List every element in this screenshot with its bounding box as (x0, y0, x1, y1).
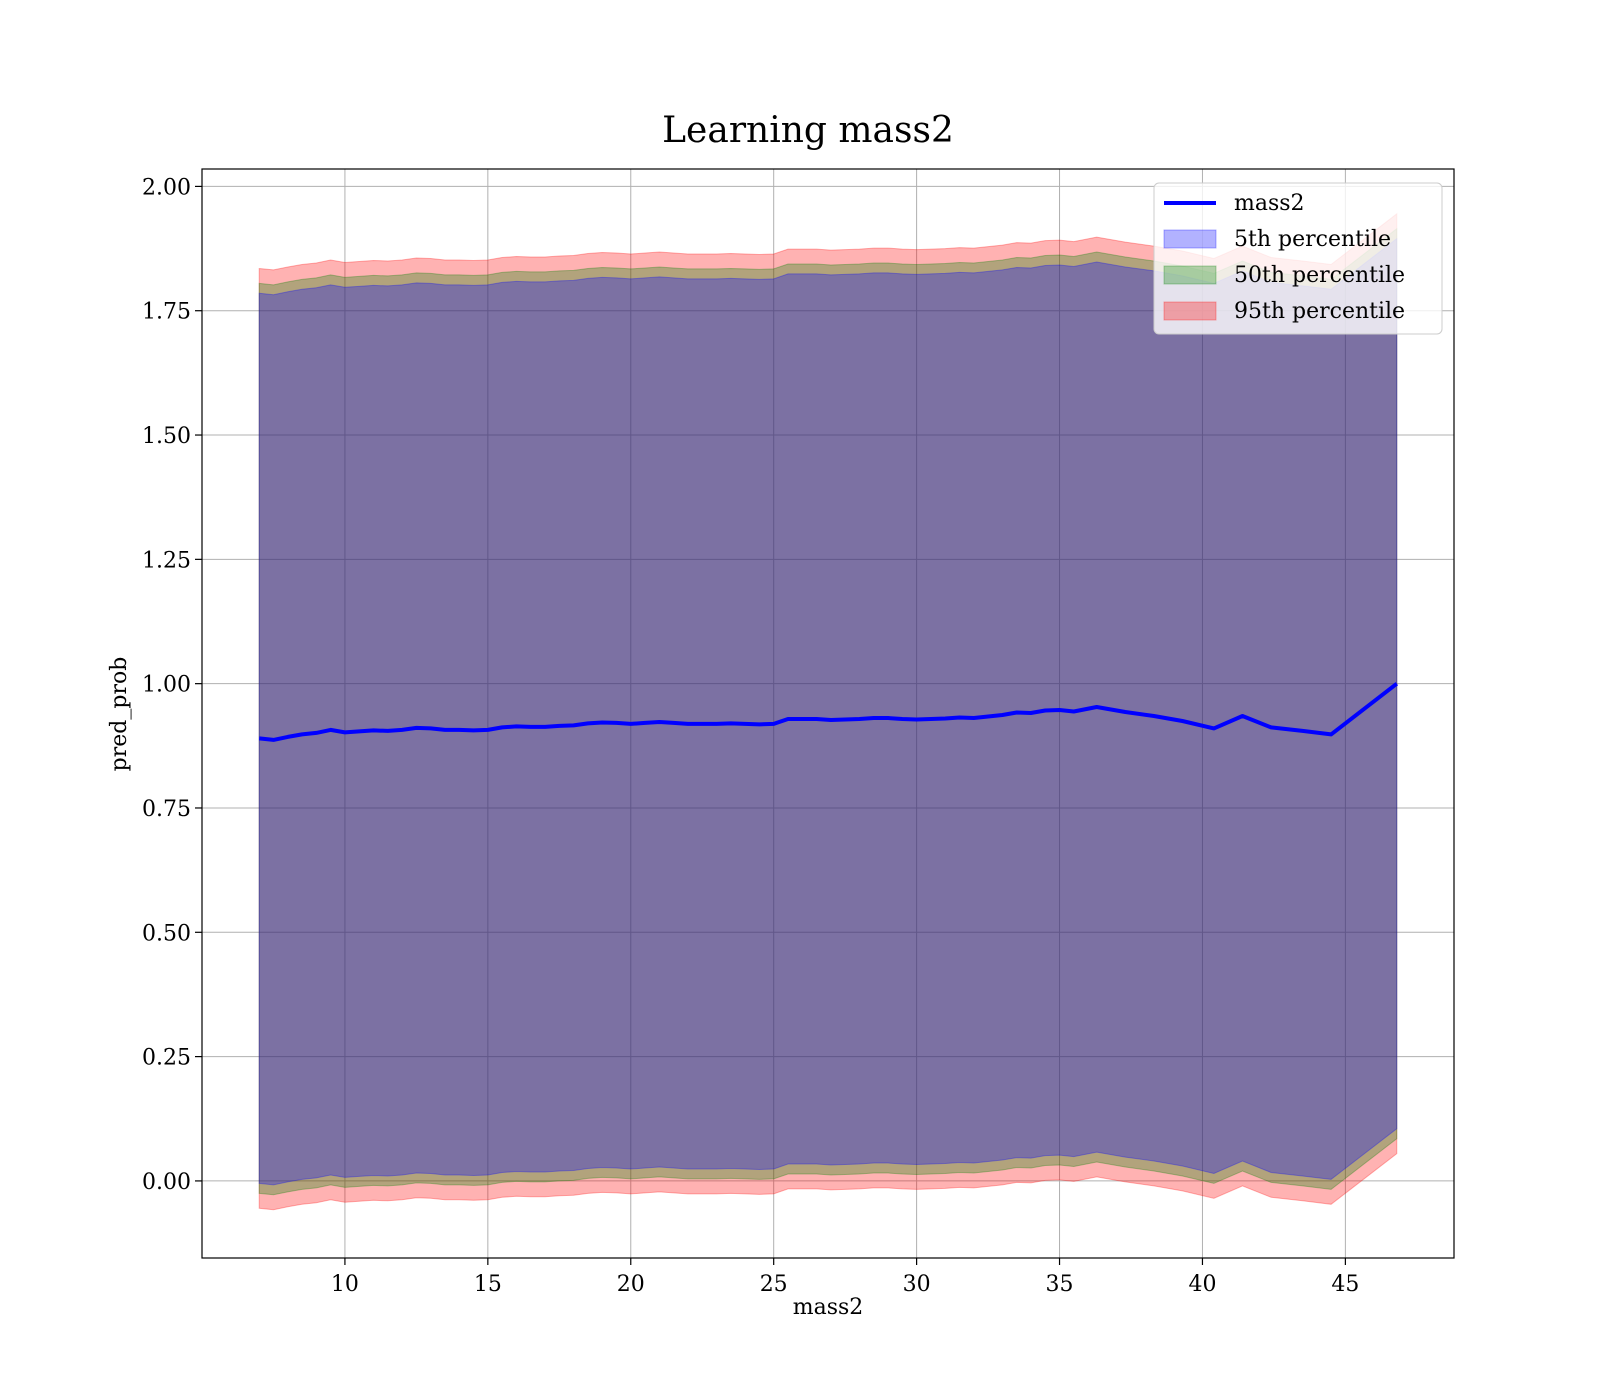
grid (202, 169, 1454, 1258)
y-axis-ticks: 0.00 0.25 0.50 0.75 1.00 1.25 1.50 1.75 2.00 (142, 175, 202, 1195)
y-tick-label: 0.75 (142, 797, 191, 822)
y-tick-label: 1.75 (142, 300, 191, 325)
legend-swatch (1163, 265, 1217, 285)
x-tick-label: 15 (474, 1272, 502, 1297)
y-tick-label: 1.00 (142, 673, 191, 698)
legend-label: 5th percentile (1234, 227, 1391, 252)
x-tick-label: 10 (331, 1272, 359, 1297)
y-tick-label: 1.25 (142, 548, 191, 573)
x-tick-label: 25 (760, 1272, 788, 1297)
band-50th-percentile (258, 227, 1398, 1196)
percentile-bands (258, 212, 1398, 1211)
legend-label: 50th percentile (1234, 263, 1405, 288)
series-line-mass2 (258, 682, 1399, 742)
legend-label: 95th percentile (1234, 299, 1405, 324)
band-95th-percentile (258, 212, 1398, 1211)
band-5th-percentile (258, 237, 1398, 1186)
y-tick-label: 2.00 (142, 175, 191, 200)
y-tick-label: 0.50 (142, 921, 191, 946)
y-tick-label: 0.00 (142, 1170, 191, 1195)
y-tick-label: 1.50 (142, 424, 191, 449)
legend-swatch (1163, 301, 1217, 321)
legend-box (1153, 182, 1443, 335)
plot-frame (201, 168, 1455, 1259)
x-tick-label: 30 (903, 1272, 931, 1297)
x-tick-label: 45 (1331, 1272, 1359, 1297)
legend-label: mass2 (1234, 191, 1305, 216)
y-tick-label: 0.25 (142, 1046, 191, 1071)
x-axis-ticks: 10 15 20 25 30 35 40 45 (331, 1258, 1359, 1297)
legend-swatch (1163, 229, 1217, 249)
x-tick-label: 35 (1046, 1272, 1074, 1297)
chart-title: Learning mass2 (662, 110, 954, 151)
x-tick-label: 40 (1188, 1272, 1216, 1297)
legend: mass2 5th percentile 50th percentile 95th p… (1153, 182, 1443, 335)
x-tick-label: 20 (617, 1272, 645, 1297)
y-axis-label: pred_prob (107, 657, 132, 772)
x-axis-label: mass2 (793, 1295, 864, 1320)
series-lines (258, 682, 1399, 742)
